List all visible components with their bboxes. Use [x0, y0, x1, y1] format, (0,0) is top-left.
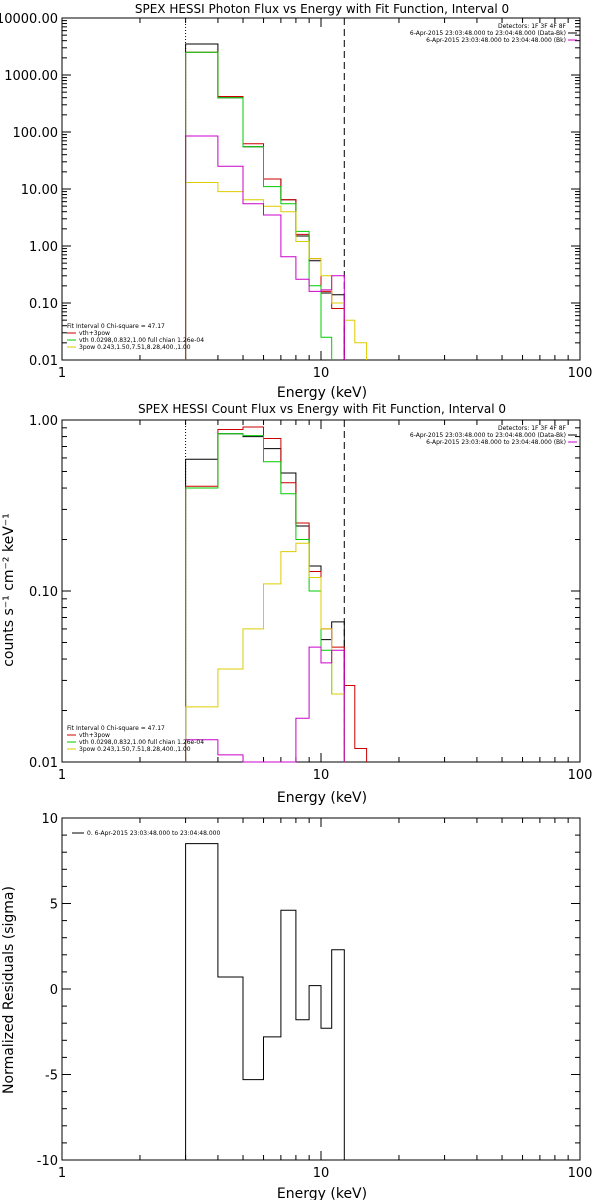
residuals-panel: Energy (keV) Normalized Residuals (sigma… [1, 812, 592, 1200]
photon-flux-x-tick-label: 1 [58, 366, 66, 381]
count-flux-series-1 [185, 426, 368, 762]
photon-flux-x-tick-label: 10 [313, 366, 330, 381]
count-flux-series-2 [185, 433, 345, 762]
photon-flux-series-1 [185, 51, 345, 360]
residuals-legend-entry: 0. 6-Apr-2015 23:03:48.000 to 23:04:48.0… [87, 830, 220, 837]
photon-flux-legend-bottom-entry: vth 0.0298,0.832,1.00 full chian 1.26e-0… [79, 337, 204, 344]
count-flux-legend-bottom-entry: 3pow 0.243,1.50,7.51,8.28,400.,1.00 [79, 746, 191, 753]
count-flux-title: SPEX HESSI Count Flux vs Energy with Fit… [138, 402, 506, 416]
photon-flux-series-4 [185, 135, 345, 360]
residuals-xlabel: Energy (keV) [277, 1186, 367, 1200]
count-flux-y-tick-label: 1.00 [29, 414, 58, 429]
photon-flux-y-tick-label: 1.00 [29, 240, 58, 255]
residuals-y-tick-label: -5 [45, 1069, 58, 1084]
count-flux-series-0 [185, 433, 345, 762]
residuals-x-tick-label: 1 [58, 1166, 66, 1181]
photon-flux-xlabel: Energy (keV) [277, 385, 367, 401]
count-flux-series-4 [185, 646, 345, 763]
photon-flux-legend-bottom-entry: Fit Interval 0 Chi-square = 47.17 [67, 323, 165, 330]
count-flux-x-tick-label: 1 [58, 768, 66, 783]
photon-flux-title: SPEX HESSI Photon Flux vs Energy with Fi… [135, 2, 509, 16]
count-flux-ylabel: counts s⁻¹ cm⁻² keV⁻¹ [1, 513, 17, 667]
photon-flux-legend-top-entry: Detectors: 1F 3F 4F 8F [498, 23, 567, 30]
photon-flux-series-3 [185, 182, 368, 360]
photon-flux-y-tick-label: 1000.00 [4, 69, 58, 84]
photon-flux-y-tick-label: 0.01 [29, 354, 58, 369]
photon-flux-x-tick-label: 100 [568, 366, 593, 381]
photon-flux-legend-top-entry: 6-Apr-2015 23:03:48.000 to 23:04:48.000 … [410, 30, 566, 37]
count-flux-y-tick-label: 0.01 [29, 756, 58, 771]
residuals-x-tick-label: 100 [568, 1166, 593, 1181]
residuals-y-tick-label: 0 [50, 983, 58, 998]
residuals-y-tick-label: 10 [41, 812, 58, 827]
residuals-y-tick-label: 5 [50, 898, 58, 913]
count-flux-legend-top-entry: Detectors: 1F 3F 4F 8F [498, 425, 567, 432]
photon-flux-legend-top-entry: 6-Apr-2015 23:03:48.000 to 23:04:48.000 … [426, 37, 566, 44]
count-flux-x-tick-label: 100 [568, 768, 593, 783]
count-flux-legend-bottom-entry: Fit Interval 0 Chi-square = 47.17 [67, 725, 165, 732]
photon-flux-legend-bottom-entry: vth+3pow [79, 330, 110, 337]
photon-flux-y-tick-label: 10.00 [21, 183, 58, 198]
photon-flux-y-tick-label: 0.10 [29, 297, 58, 312]
residuals-x-tick-label: 10 [313, 1166, 330, 1181]
count-flux-series-3 [185, 542, 345, 762]
photon-flux-y-tick-label: 10000.00 [0, 12, 58, 27]
count-flux-y-tick-label: 0.10 [29, 585, 58, 600]
count-flux-legend-top-entry: 6-Apr-2015 23:03:48.000 to 23:04:48.000 … [410, 432, 566, 439]
photon-flux-panel: SPEX HESSI Photon Flux vs Energy with Fi… [0, 2, 592, 401]
count-flux-legend-bottom-entry: vth 0.0298,0.832,1.00 full chian 1.26e-0… [79, 739, 204, 746]
count-flux-xlabel: Energy (keV) [277, 790, 367, 806]
count-flux-x-tick-label: 10 [313, 768, 330, 783]
residuals-y-tick-label: -10 [37, 1154, 58, 1169]
count-flux-legend-bottom-entry: vth+3pow [79, 732, 110, 739]
photon-flux-series-0 [185, 43, 345, 360]
residuals-series-0 [185, 843, 345, 1160]
photon-flux-legend-bottom-entry: 3pow 0.243,1.50,7.51,8.28,400.,1.00 [79, 344, 191, 351]
count-flux-legend-top-entry: 6-Apr-2015 23:03:48.000 to 23:04:48.000 … [426, 439, 566, 446]
count-flux-panel: SPEX HESSI Count Flux vs Energy with Fit… [1, 402, 592, 806]
photon-flux-series-2 [185, 51, 333, 360]
residuals-ylabel: Normalized Residuals (sigma) [1, 886, 17, 1094]
photon-flux-y-tick-label: 100.00 [13, 126, 59, 141]
